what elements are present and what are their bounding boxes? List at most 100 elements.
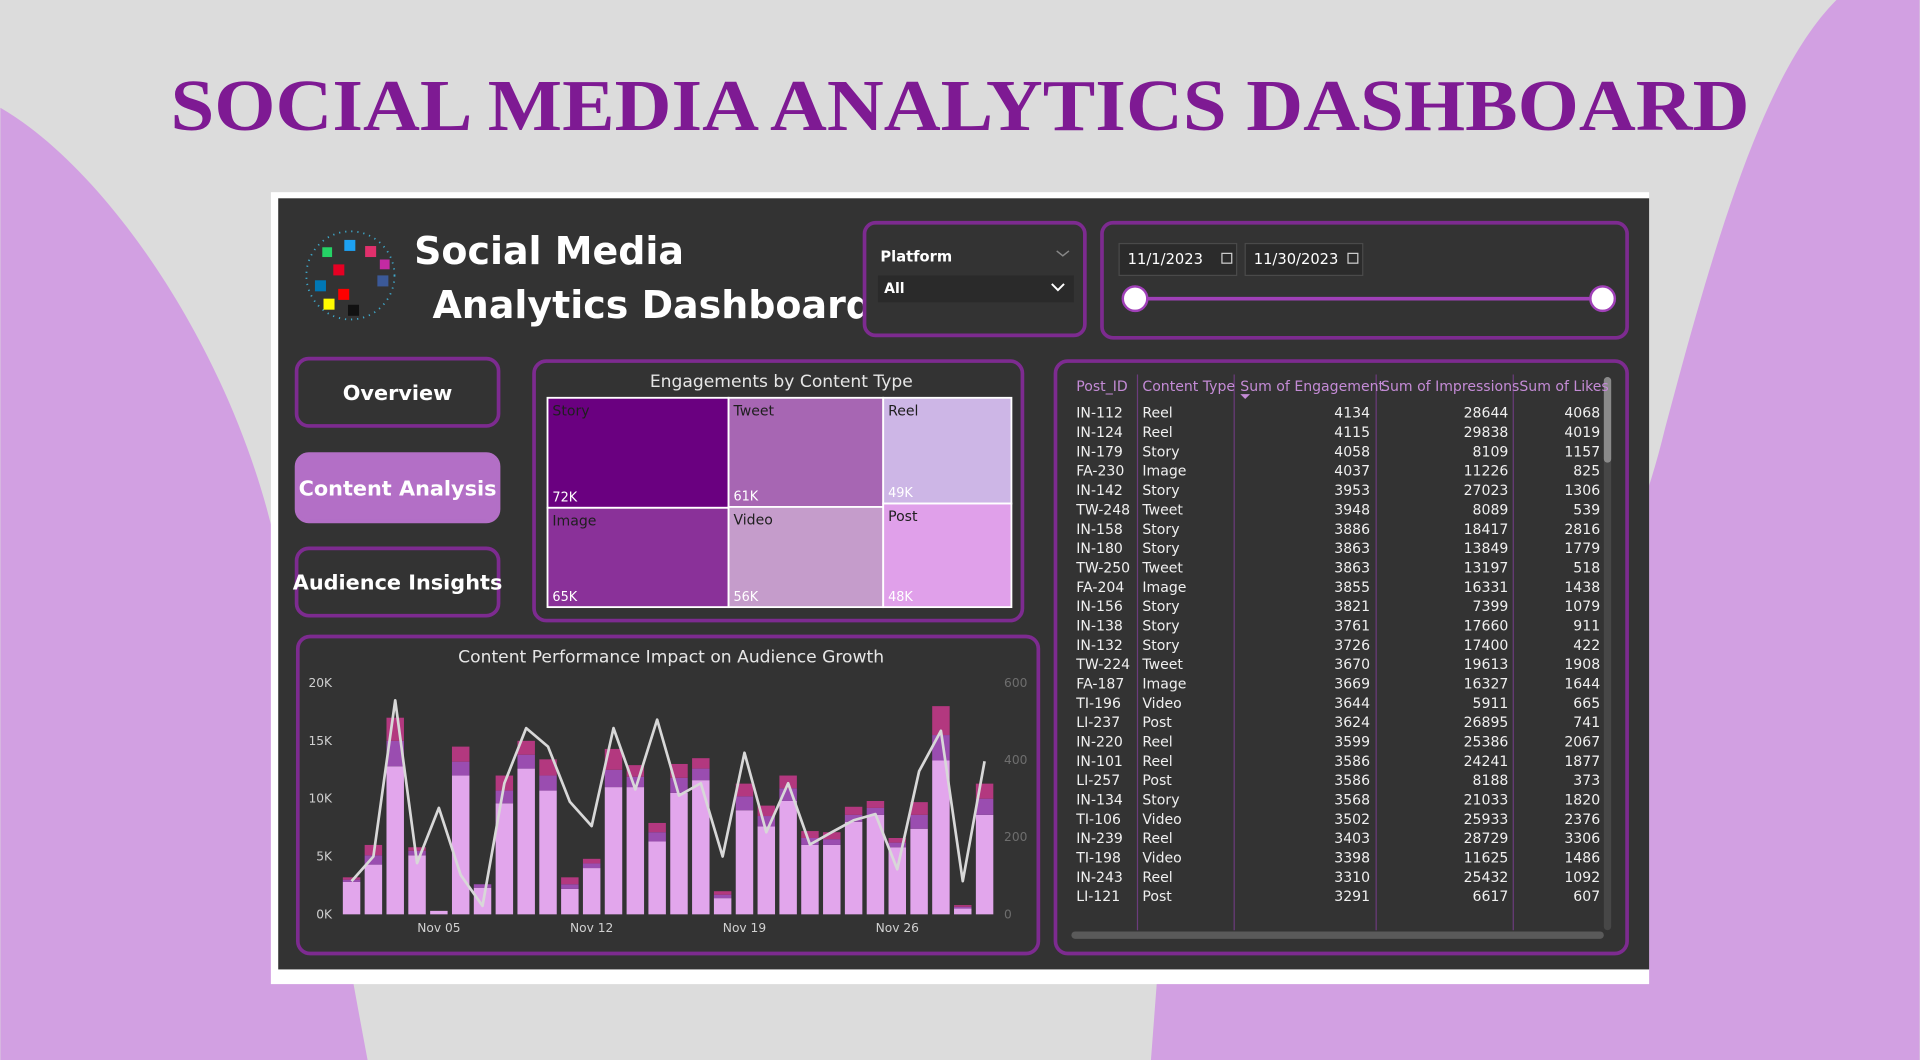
table-cell: 3863	[1334, 560, 1370, 576]
table-cell: 3306	[1564, 831, 1600, 847]
table-cell: 5911	[1473, 696, 1509, 712]
platform-slicer[interactable]: Platform All	[862, 220, 1087, 338]
table-cell: FA-187	[1076, 676, 1124, 692]
bar-segment	[539, 790, 557, 915]
table-cell: 18417	[1464, 522, 1509, 538]
slider-handle[interactable]	[1121, 285, 1149, 313]
treemap-category: Video	[733, 512, 772, 528]
treemap-category: Post	[888, 509, 918, 525]
bar-segment	[866, 800, 885, 808]
nav-button[interactable]: Content Analysis	[294, 452, 501, 524]
table-cell: IN-138	[1076, 618, 1123, 634]
table-cell: 3953	[1334, 483, 1370, 499]
v-scroll-thumb[interactable]	[1603, 376, 1612, 463]
table-cell: 3586	[1334, 773, 1370, 789]
bar-segment	[910, 828, 928, 915]
h-scrollbar[interactable]	[1071, 931, 1604, 939]
bar-segment	[844, 814, 863, 822]
bar-segment	[692, 768, 710, 781]
table-cell: 27023	[1464, 483, 1509, 499]
v-scrollbar[interactable]	[1603, 376, 1612, 931]
bar-segment	[364, 855, 383, 865]
treemap-value-label: 49K	[888, 486, 913, 501]
table-cell: 1820	[1564, 793, 1600, 809]
table-cell: Image	[1142, 580, 1186, 596]
table-cell: 665	[1573, 696, 1600, 712]
dropdown[interactable]	[877, 275, 1074, 303]
table-cell: 24241	[1464, 754, 1509, 770]
table-cell: 4037	[1334, 464, 1370, 480]
table-cell: 13197	[1464, 560, 1509, 576]
slicer-chevron	[1056, 250, 1070, 257]
bar-segment	[844, 806, 863, 815]
bar-segment	[713, 891, 732, 895]
bar-segment	[408, 847, 426, 851]
date-end: 11/30/2023	[1254, 251, 1339, 268]
bar-segment	[582, 868, 601, 915]
calendar-icon	[1347, 252, 1359, 264]
table-cell: 1438	[1564, 580, 1600, 596]
logo-icon	[322, 247, 333, 258]
table-cell: 17400	[1464, 638, 1509, 654]
nav-button-bg	[294, 546, 501, 618]
treemap-cell	[546, 506, 730, 609]
bar-segment	[844, 821, 863, 915]
treemap-chart: Engagements by Content Type Story 72K Imag…	[546, 372, 1013, 609]
table-cell: Post	[1142, 773, 1172, 789]
table-cell: Reel	[1142, 831, 1172, 847]
table-cell: Video	[1142, 696, 1181, 712]
nav-button-label: Audience Insights	[293, 571, 503, 595]
table-cell: 3761	[1334, 618, 1370, 634]
date-input[interactable]	[1118, 242, 1238, 277]
column-header: Sum of Impressions	[1381, 379, 1519, 395]
y-tick-label: 20K	[308, 676, 333, 690]
table-cell: TW-224	[1075, 657, 1130, 673]
table-panel	[1053, 359, 1629, 956]
table-cell: 3599	[1334, 734, 1370, 750]
bar-segment	[735, 783, 754, 797]
table-cell: IN-156	[1076, 599, 1123, 615]
header-title-line: Social Media	[414, 229, 684, 273]
table-cell: TI-198	[1075, 851, 1121, 867]
table-cell: 11625	[1464, 851, 1509, 867]
table-cell: 16331	[1464, 580, 1509, 596]
bar-segment	[582, 863, 601, 869]
logo-icon	[347, 304, 360, 316]
logo-ring	[305, 230, 396, 321]
treemap-value-label: 56K	[733, 590, 758, 605]
table-cell: 2067	[1564, 734, 1600, 750]
navigation: Overview Content Analysis Audience Insight…	[293, 356, 503, 618]
bar-segment	[692, 758, 710, 769]
table-cell: 25432	[1464, 870, 1509, 886]
table-cell: 373	[1573, 773, 1600, 789]
y2-tick-label: 200	[1004, 830, 1027, 844]
table-cell: 3310	[1334, 870, 1370, 886]
bar-segment	[910, 802, 928, 815]
column-header: Sum of Engagement	[1240, 379, 1384, 395]
slicer-panel	[1100, 220, 1629, 340]
x-tick-label: Nov 26	[876, 921, 920, 935]
date-slicer[interactable]: 11/1/2023 11/30/2023	[1100, 220, 1629, 340]
table-cell: 3568	[1334, 793, 1370, 809]
table-cell: Reel	[1142, 406, 1172, 422]
bar-segment	[757, 805, 776, 817]
table-cell: 4134	[1334, 406, 1370, 422]
y-tick-label: 5K	[316, 850, 333, 864]
y-tick-label: 0K	[316, 907, 333, 921]
y2-tick-label: 600	[1004, 676, 1027, 690]
bar-segment	[561, 888, 579, 915]
nav-button[interactable]: Audience Insights	[293, 546, 503, 618]
table-cell: LI-257	[1076, 773, 1120, 789]
slider-handle[interactable]	[1589, 285, 1617, 313]
bar-segment	[954, 908, 972, 915]
table-cell: Story	[1142, 638, 1179, 654]
nav-button[interactable]: Overview	[294, 356, 501, 428]
table-cell: 4068	[1564, 406, 1600, 422]
table-cell: 8188	[1473, 773, 1509, 789]
logo-icon	[377, 275, 389, 287]
table-cell: Tweet	[1141, 657, 1183, 673]
bar-segment	[670, 792, 688, 915]
date-input[interactable]	[1244, 242, 1364, 277]
table-cell: Image	[1142, 464, 1186, 480]
